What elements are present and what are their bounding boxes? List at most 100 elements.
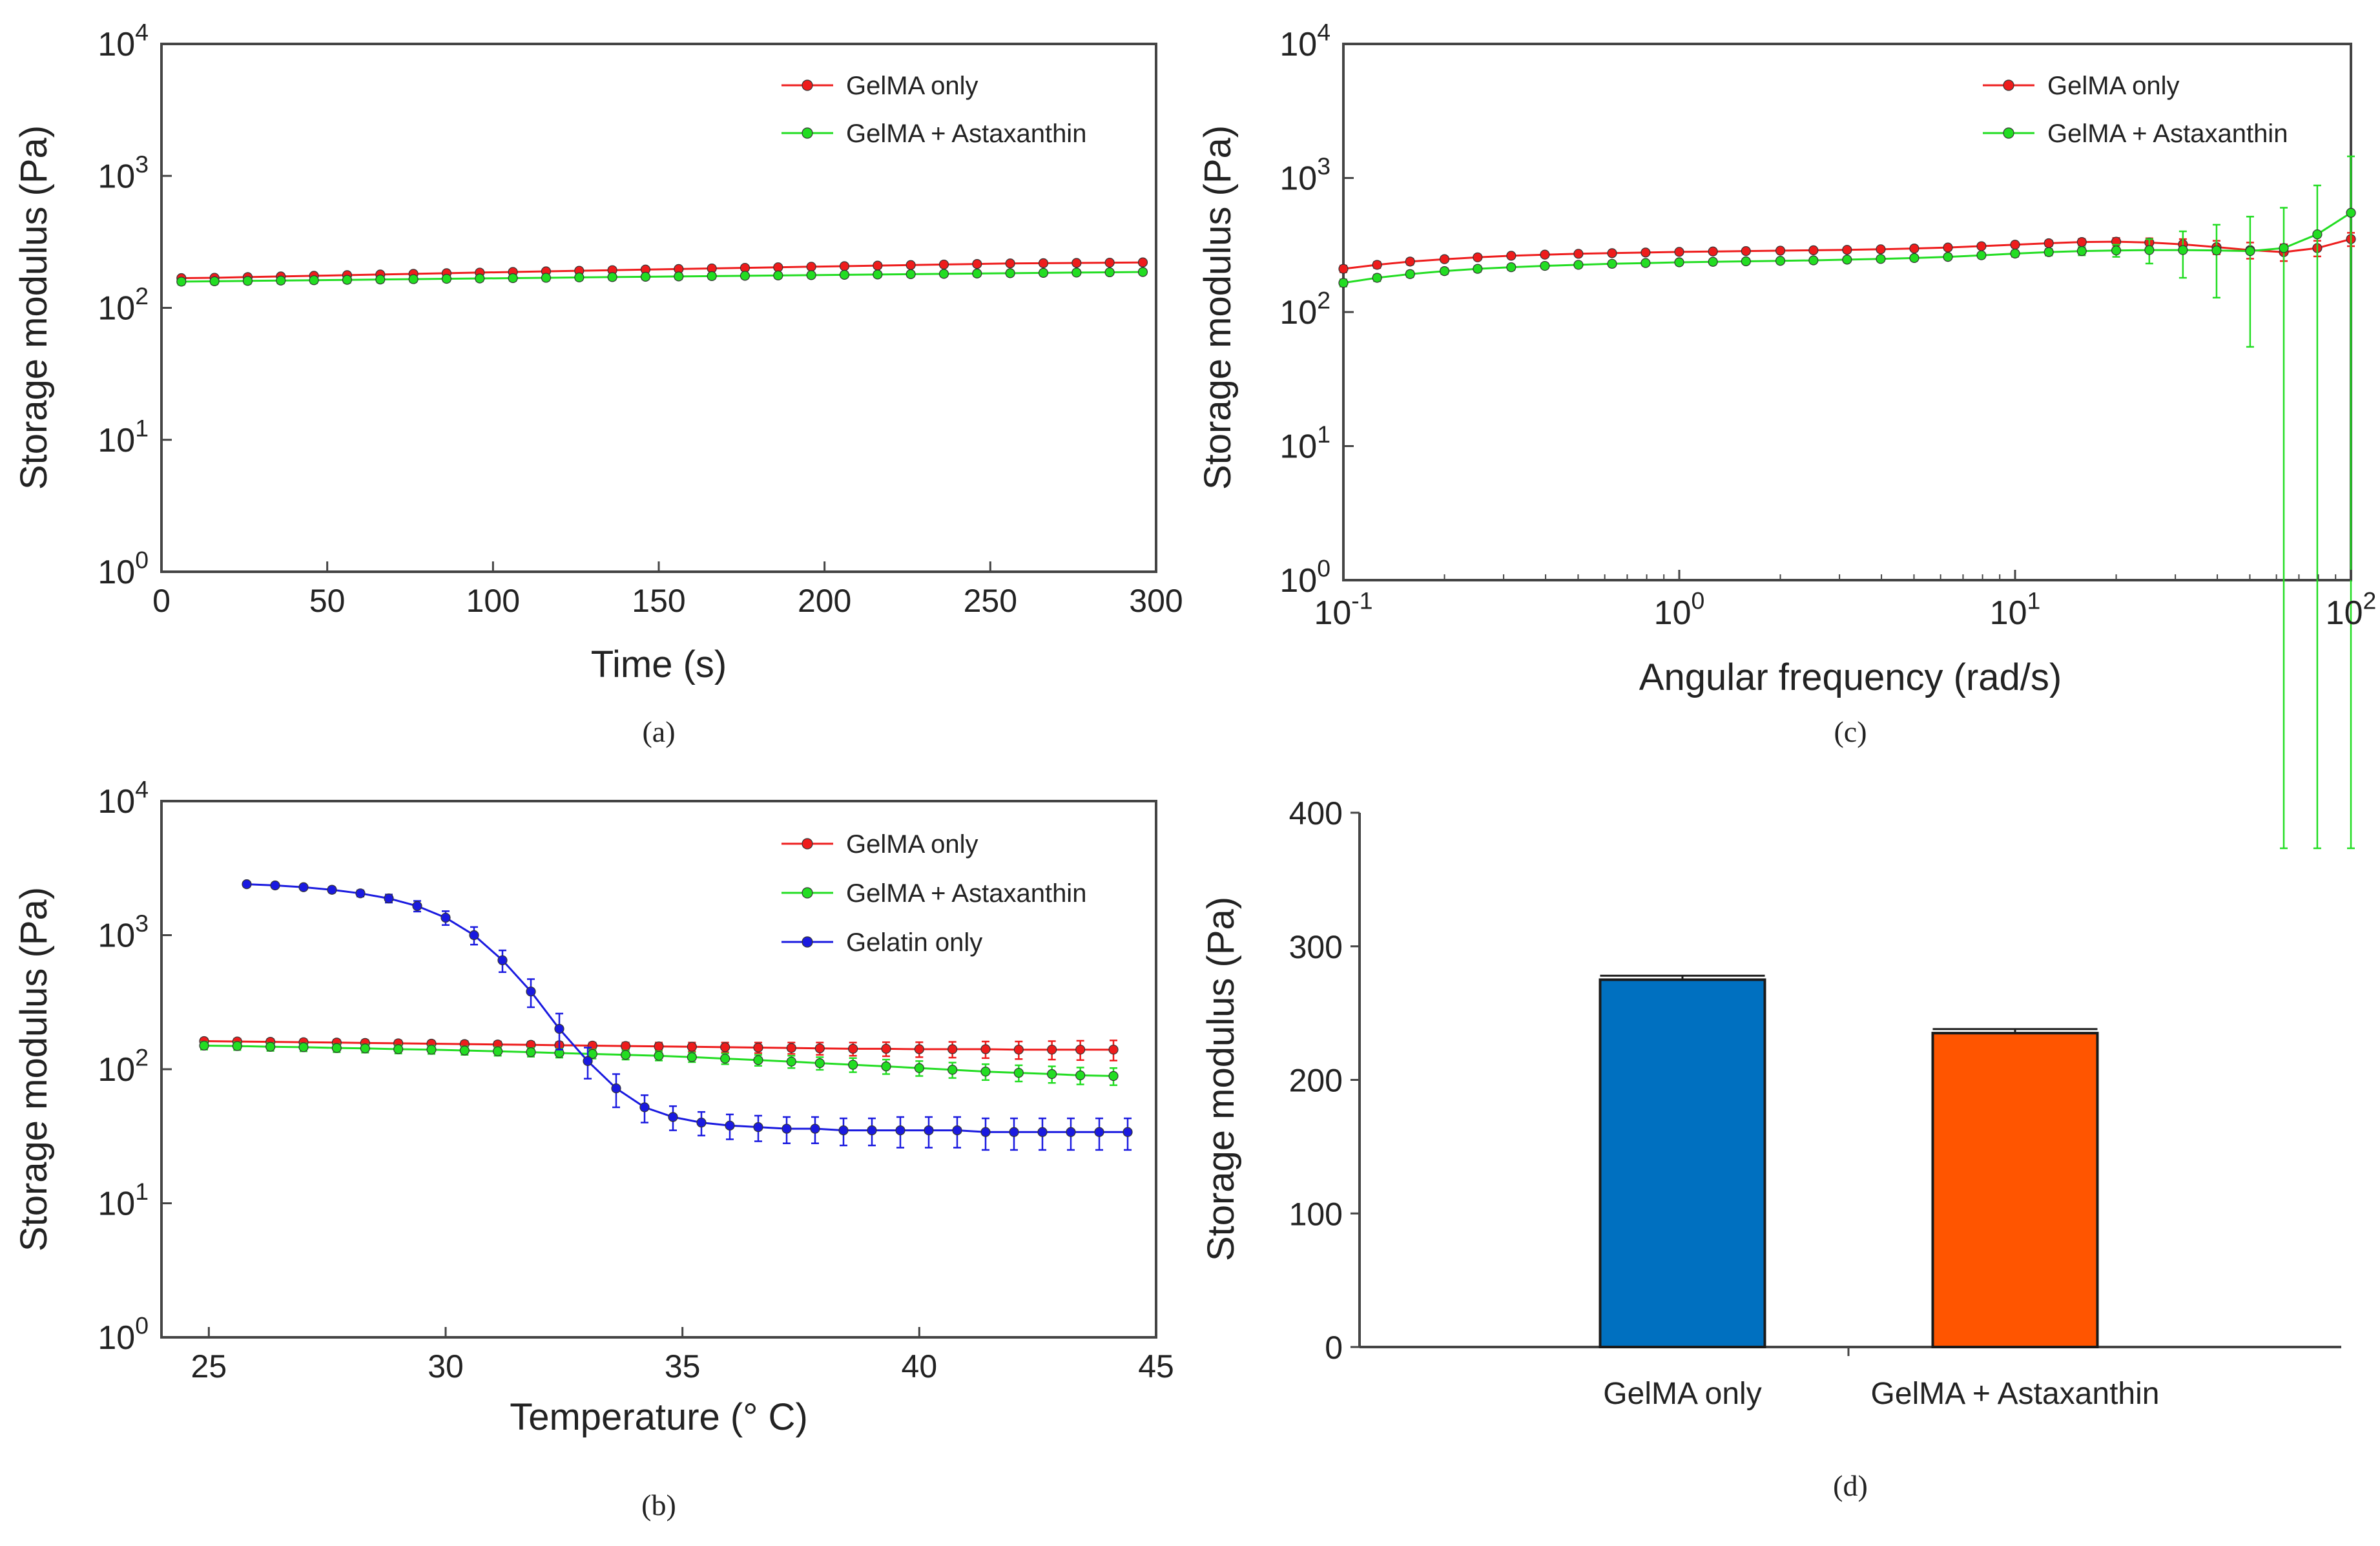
panel-c-data-point: [1506, 262, 1516, 273]
panel-a-data-point: [1038, 267, 1049, 278]
panel-b-data-point: [881, 1061, 891, 1072]
panel-c-data-point: [2010, 240, 2020, 250]
panel-c-data-point: [1876, 254, 1886, 264]
panel-b-data-point: [786, 1043, 796, 1053]
panel-a-data-point: [806, 270, 816, 280]
panel-a-data-point: [1038, 258, 1049, 268]
panel-b-x-axis-title: Temperature (° C): [510, 1396, 808, 1438]
panel-b-y-axis-title: Storage modulus (Pa): [13, 887, 55, 1251]
panel-b-legend: GelMA only GelMA + Astaxanthin Gelatin onl…: [781, 830, 1086, 957]
panel-a-data-point: [773, 262, 783, 273]
panel-a-data-point: [541, 273, 552, 283]
panel-c-data-point: [1607, 248, 1617, 258]
panel-b-data-point: [1108, 1071, 1119, 1081]
panel-c-data-point: [1573, 249, 1584, 259]
panel-c-data-point: [1338, 264, 1349, 274]
panel-c-data-point: [1741, 246, 1751, 256]
panel-c-data-point: [1775, 245, 1786, 256]
panel-c-data-point: [1808, 255, 1819, 266]
panel-b-data-point: [654, 1050, 664, 1061]
panel-b-data-point: [720, 1053, 730, 1064]
panel-a-data-point: [839, 269, 850, 280]
panel-a-data-point: [475, 273, 485, 284]
panel-c-data-point: [1372, 273, 1382, 283]
panel-b-data-point: [298, 882, 309, 892]
panel-b-data-point: [331, 1043, 342, 1053]
panel-b-data-point: [881, 1043, 891, 1054]
panel-b-data-point: [687, 1041, 697, 1052]
panel-a-data-point: [938, 259, 949, 270]
panel-a-data-point: [375, 275, 386, 285]
panel-b-data-point: [838, 1125, 849, 1136]
panel-c-x-tick-label: 101: [1990, 587, 2041, 632]
panel-c-data-point: [1909, 244, 1920, 254]
panel-b-data-point: [895, 1125, 905, 1136]
panel-c-data-point: [2044, 247, 2054, 257]
panel-b-data-point: [753, 1042, 763, 1053]
panel-b-data-point: [654, 1041, 664, 1052]
panel-c-legend: GelMA only GelMA + Astaxanthin: [1983, 72, 2288, 148]
panel-a-data-point: [607, 272, 617, 282]
panel-a-series-1: [176, 267, 1148, 287]
panel-b-data-point: [980, 1067, 991, 1077]
panel-c-data-point: [1674, 247, 1684, 257]
panel-a-data-point: [508, 273, 518, 284]
panel-a-data-point: [342, 275, 353, 285]
panel-b-data-point: [947, 1065, 958, 1075]
panel-a-y-tick-label: 101: [98, 414, 149, 459]
panel-b-data-point: [980, 1127, 991, 1137]
panel-c-data-point: [2346, 207, 2356, 218]
panel-b-data-point: [1013, 1067, 1024, 1078]
panel-a-x-tick-label: 50: [309, 583, 346, 619]
panel-c-data-point: [2144, 245, 2155, 255]
panel-b-data-point: [355, 888, 366, 899]
panel-a-data-point: [972, 268, 982, 278]
panel-a-data-point: [938, 269, 949, 279]
panel-a-data-point: [1005, 268, 1015, 278]
panel-a-data-point: [905, 269, 916, 279]
panel-c-data-point: [1405, 269, 1415, 279]
panel-a-x-tick-label: 0: [152, 583, 171, 619]
panel-b-x-tick-label: 35: [665, 1348, 701, 1384]
panel-a-y-tick-label: 100: [98, 547, 149, 591]
panel-b-data-point: [814, 1058, 825, 1069]
panel-c-x-tick-label: 102: [2326, 587, 2377, 632]
panel-c-data-point: [1540, 260, 1550, 271]
panel-c-data-point: [1909, 253, 1920, 263]
panel-a-data-point: [309, 275, 319, 286]
panel-a-data-point: [1137, 267, 1148, 277]
panel-c-y-tick-label: 102: [1279, 287, 1330, 331]
panel-b-data-point: [298, 1042, 309, 1052]
panel-c-series-1: [1338, 155, 2356, 850]
panel-b-series-0: [199, 1036, 1119, 1061]
panel-d-y-tick-label: 0: [1325, 1330, 1343, 1366]
panel-c-data-point: [1372, 260, 1382, 270]
panel-a-data-point: [905, 260, 916, 270]
panel-b-data-point: [947, 1044, 958, 1054]
panel-c-y-axis-title: Storage modulus (Pa): [1197, 125, 1239, 490]
panel-a-data-point: [441, 273, 452, 284]
panel-b-x-tick-label: 25: [191, 1348, 227, 1384]
panel-d-y-tick-label: 300: [1289, 929, 1343, 965]
panel-c-data-point: [2111, 245, 2122, 256]
panel-a-x-axis-title: Time (s): [591, 643, 727, 685]
panel-a-data-point: [972, 258, 982, 269]
panel-c-data-point: [1439, 266, 1450, 277]
panel-c-data-point: [1842, 255, 1852, 265]
panel-b-data-point: [639, 1102, 650, 1112]
panel-c-data-point: [2312, 229, 2323, 240]
panel-a-data-point: [674, 271, 684, 282]
panel-c-data-point: [1943, 242, 1953, 253]
panel-c-y-tick-label: 103: [1279, 152, 1330, 197]
panel-b-data-point: [848, 1043, 858, 1054]
panel-c-data-point: [1976, 241, 1987, 251]
panel-c-legend-label: GelMA only: [2047, 72, 2180, 100]
panel-c-data-point: [1573, 260, 1584, 270]
panel-b-data-point: [1075, 1070, 1086, 1081]
panel-b-legend-marker: [802, 838, 813, 850]
panel-b-data-point: [526, 987, 536, 997]
panel-b-data-point: [384, 893, 394, 904]
panel-b-x-tick-label: 30: [428, 1348, 464, 1384]
panel-c-x-axis-title: Angular frequency (rad/s): [1639, 656, 2062, 698]
